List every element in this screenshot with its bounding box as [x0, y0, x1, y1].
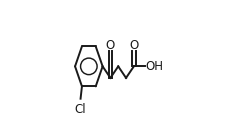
Text: O: O — [105, 39, 115, 52]
Text: OH: OH — [145, 60, 163, 73]
Text: Cl: Cl — [74, 103, 86, 116]
Text: O: O — [129, 39, 138, 52]
